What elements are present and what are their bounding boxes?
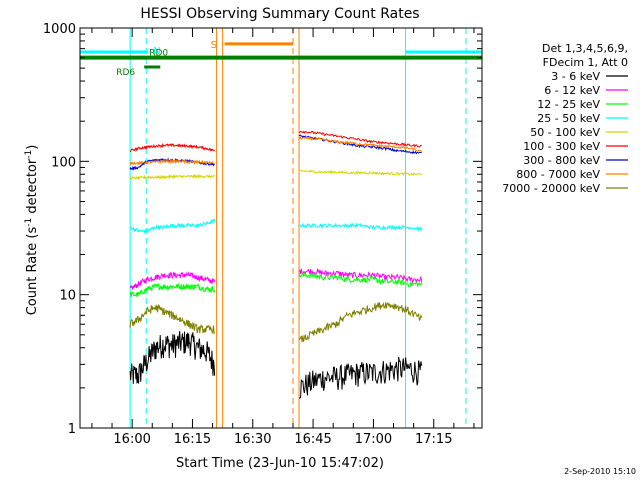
- y-label-part-2: detector: [25, 158, 40, 218]
- legend-label-9: 7000 - 20000 keV: [502, 182, 600, 195]
- y-tick-label-100: 100: [51, 155, 76, 170]
- x-tick-label-16:45: 16:45: [294, 432, 331, 447]
- legend-label-8: 800 - 7000 keV: [516, 168, 600, 181]
- x-tick-label-16:30: 16:30: [234, 432, 271, 447]
- series-4-segment-2: [298, 222, 423, 233]
- series-6-segment-1: [129, 142, 216, 153]
- flag-label-rd6: RD6: [116, 68, 135, 78]
- legend-header-2: FDecim 1, Att 0: [543, 56, 628, 69]
- series-5-segment-1: [129, 173, 215, 181]
- series-3-segment-2: [298, 271, 423, 288]
- plot-area: N S RD0 RD6: [79, 28, 482, 428]
- flag-label-n: N: [153, 46, 160, 57]
- y-label-part-1: Count Rate (s: [25, 227, 40, 316]
- legend-label-5: 50 - 100 keV: [530, 126, 600, 139]
- chart-title: HESSI Observing Summary Count Rates: [140, 6, 419, 22]
- series-4-segment-1: [129, 218, 216, 235]
- x-tick-label-17:15: 17:15: [415, 432, 452, 447]
- plot-frame: [79, 27, 483, 429]
- legend-label-4: 25 - 50 keV: [537, 112, 600, 125]
- y-label-sup-1: -1: [24, 218, 34, 227]
- series-9-segment-1: [129, 303, 216, 335]
- flag-label-s: S: [211, 40, 217, 51]
- series-2-segment-2: [298, 267, 423, 284]
- series-5-segment-2: [298, 169, 423, 177]
- x-tick-label-16:15: 16:15: [174, 432, 211, 447]
- y-axis-label: Count Rate (s-1 detector-1): [24, 145, 40, 316]
- series-9-segment-2: [298, 301, 423, 343]
- y-tick-label-1000: 1000: [43, 22, 76, 37]
- y-label-sup-2: -1: [24, 150, 34, 159]
- legend-label-1: 3 - 6 keV: [551, 70, 600, 83]
- y-tick-label-1: 1: [68, 422, 76, 437]
- y-label-part-3: ): [25, 145, 40, 150]
- legend-label-7: 300 - 800 keV: [523, 154, 600, 167]
- legend: Det 1,3,4,5,6,9, FDecim 1, Att 0 3 - 6 k…: [502, 42, 628, 195]
- axes-frame: 1 10 100 1000 16:00 16:15 16:30 16:45 17:00 17:15: [43, 22, 483, 447]
- y-tick-label-10: 10: [59, 289, 76, 304]
- series-8-segment-1: [129, 158, 215, 167]
- series-1-segment-1: [129, 331, 216, 385]
- series-3-segment-1: [129, 282, 216, 298]
- series-2-segment-1: [129, 271, 216, 290]
- legend-label-3: 12 - 25 keV: [537, 98, 600, 111]
- x-axis-label: Start Time (23-Jun-10 15:47:02): [176, 456, 384, 471]
- series-8-segment-2: [298, 136, 423, 153]
- footer-date: 2-Sep-2010 15:10: [564, 467, 636, 476]
- legend-label-2: 6 - 12 keV: [544, 84, 600, 97]
- legend-label-6: 100 - 300 keV: [523, 140, 600, 153]
- x-tick-label-17:00: 17:00: [355, 432, 392, 447]
- series-1-segment-2: [298, 356, 423, 399]
- legend-header-1: Det 1,3,4,5,6,9,: [542, 42, 628, 55]
- x-tick-label-16:00: 16:00: [113, 432, 150, 447]
- series-6-segment-2: [298, 130, 422, 148]
- flag-label-rd0: RD0: [149, 49, 168, 59]
